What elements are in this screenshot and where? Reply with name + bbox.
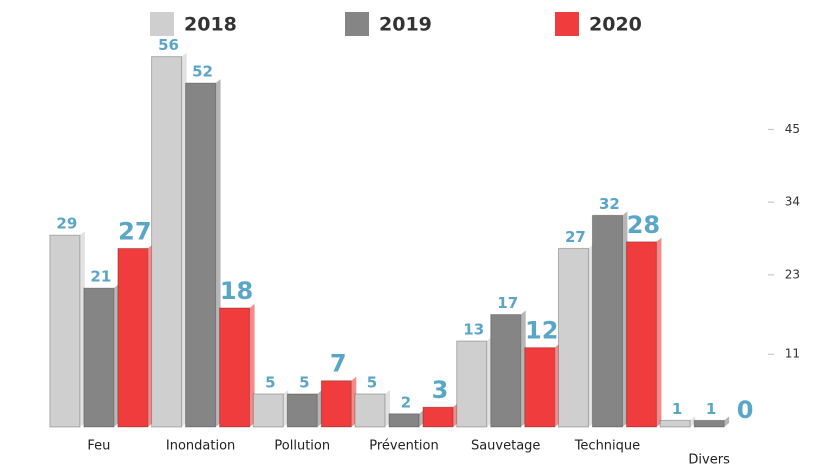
bar xyxy=(117,247,149,428)
value-label: 29 xyxy=(56,215,77,233)
bar-side xyxy=(486,337,492,427)
bar xyxy=(354,393,386,428)
value-label: 13 xyxy=(463,321,484,339)
value-label: 27 xyxy=(118,217,151,245)
bar-side xyxy=(181,52,187,427)
bar xyxy=(252,393,284,428)
bar xyxy=(456,340,488,428)
x-tick-label: Divers xyxy=(688,453,730,468)
y-tick-label: 23 xyxy=(785,267,800,281)
bar xyxy=(219,307,251,428)
value-label: 2 xyxy=(401,393,411,411)
bar xyxy=(185,82,217,428)
value-label: 12 xyxy=(525,317,558,345)
legend-swatch xyxy=(555,12,579,36)
legend-swatch xyxy=(150,12,174,36)
value-label: 28 xyxy=(627,211,660,239)
value-label: 17 xyxy=(497,294,518,312)
value-label: 1 xyxy=(672,400,682,418)
bar-side xyxy=(588,244,594,427)
bar-side xyxy=(724,416,730,427)
bar-side xyxy=(317,389,323,427)
bar-side xyxy=(622,211,628,427)
bar xyxy=(693,419,725,428)
legend-label: 2018 xyxy=(184,14,237,36)
x-tick-label: Technique xyxy=(574,439,640,454)
bar xyxy=(388,413,420,428)
bar xyxy=(422,406,454,428)
bar xyxy=(524,347,556,428)
bar-side xyxy=(419,409,424,427)
value-label: 21 xyxy=(90,268,111,286)
value-label: 18 xyxy=(220,277,253,305)
value-label: 5 xyxy=(299,373,309,391)
value-label: 7 xyxy=(330,350,347,378)
bar-side xyxy=(79,231,85,427)
bar xyxy=(490,314,522,428)
bar xyxy=(49,234,81,428)
bar xyxy=(659,419,691,428)
value-label: 27 xyxy=(565,228,586,246)
value-label: 3 xyxy=(432,376,449,404)
bar-side xyxy=(520,310,526,427)
x-tick-label: Inondation xyxy=(166,439,235,454)
x-tick-label: Prévention xyxy=(369,439,439,454)
bar xyxy=(151,56,183,428)
bar xyxy=(591,214,623,428)
value-label: 1 xyxy=(706,400,716,418)
bar xyxy=(286,393,318,428)
bar-side xyxy=(215,79,221,427)
x-tick-label: Sauvetage xyxy=(471,439,540,454)
legend-swatch xyxy=(345,12,369,36)
bar-side xyxy=(656,237,662,427)
value-label: 5 xyxy=(367,373,377,391)
bar-side xyxy=(113,284,119,427)
bar-side xyxy=(690,416,696,427)
x-tick-label: Feu xyxy=(87,439,110,454)
bar-side xyxy=(385,389,390,427)
y-tick-label: 34 xyxy=(785,195,800,209)
x-tick-label: Pollution xyxy=(274,439,330,454)
bar-side xyxy=(758,423,764,427)
bar xyxy=(83,287,115,428)
value-label: 5 xyxy=(265,373,275,391)
bar-side xyxy=(283,389,289,427)
value-label: 0 xyxy=(737,396,754,424)
value-label: 52 xyxy=(192,63,213,81)
y-tick-label: 11 xyxy=(785,347,800,361)
bar xyxy=(320,380,352,428)
value-label: 32 xyxy=(599,195,620,213)
value-label: 56 xyxy=(158,36,179,54)
bar xyxy=(625,241,657,428)
legend-label: 2019 xyxy=(379,14,432,36)
y-tick-label: 45 xyxy=(785,122,800,136)
legend-label: 2020 xyxy=(589,14,642,36)
bar xyxy=(557,247,589,428)
